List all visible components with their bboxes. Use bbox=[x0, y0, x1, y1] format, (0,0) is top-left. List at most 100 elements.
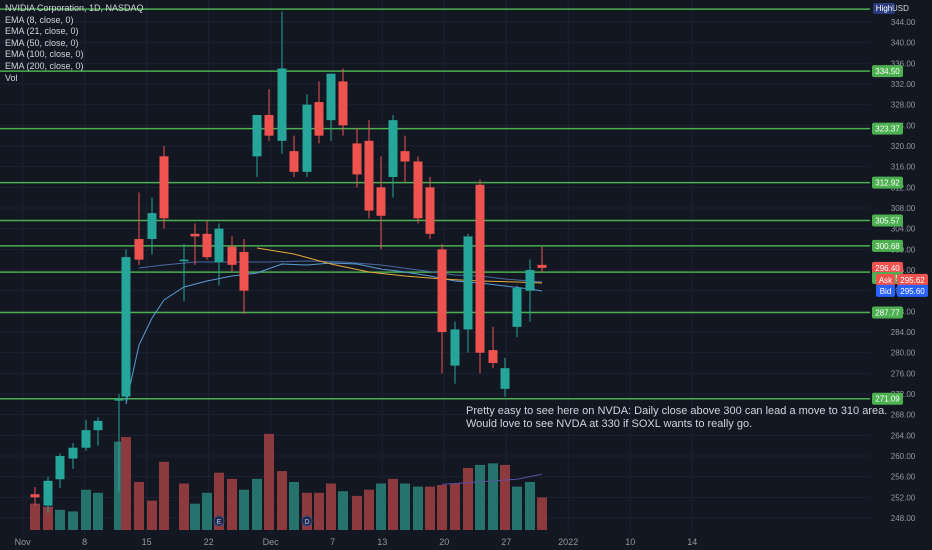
volume-bar bbox=[202, 492, 212, 530]
event-marker-label: D bbox=[304, 519, 309, 526]
volume-bar bbox=[376, 483, 386, 530]
price-tick-label: 324.00 bbox=[891, 121, 916, 130]
indicator-ema-200[interactable]: EMA (200, close, 0) bbox=[5, 60, 84, 71]
price-tick-label: 260.00 bbox=[891, 452, 916, 461]
candle-bearish[interactable] bbox=[338, 81, 348, 126]
indicator-ema-8[interactable]: EMA (8, close, 0) bbox=[5, 14, 74, 25]
candle-bearish[interactable] bbox=[134, 239, 144, 260]
price-tick-label: 296.00 bbox=[891, 266, 916, 275]
volume-bar bbox=[388, 478, 398, 530]
time-tick-label: 20 bbox=[439, 537, 449, 547]
candle-bearish[interactable] bbox=[475, 184, 485, 353]
volume-bar bbox=[30, 503, 40, 530]
time-tick-label: 2022 bbox=[558, 537, 578, 547]
candle-bearish[interactable] bbox=[437, 249, 447, 332]
level-price-tag-label: 287.77 bbox=[875, 309, 900, 318]
candle-bearish[interactable] bbox=[227, 246, 237, 265]
volume-bar bbox=[500, 464, 510, 530]
candle-bullish[interactable] bbox=[252, 115, 262, 157]
currency-label[interactable]: USD bbox=[892, 4, 909, 13]
price-tick-label: 308.00 bbox=[891, 204, 916, 213]
ema-21-line bbox=[138, 260, 543, 283]
price-tick-label: 316.00 bbox=[891, 163, 916, 172]
candle-bearish[interactable] bbox=[289, 151, 299, 172]
time-tick-label: 10 bbox=[625, 537, 635, 547]
indicator-ema-100[interactable]: EMA (100, close, 0) bbox=[5, 49, 84, 60]
candle-bullish[interactable] bbox=[214, 228, 224, 263]
candle-bullish[interactable] bbox=[277, 68, 287, 141]
candle-bullish[interactable] bbox=[55, 456, 65, 480]
candle-bearish[interactable] bbox=[413, 161, 423, 219]
time-tick-label: Nov bbox=[15, 537, 32, 547]
candle-bearish[interactable] bbox=[352, 143, 362, 175]
volume-bar bbox=[338, 491, 348, 530]
candle-bullish[interactable] bbox=[512, 288, 522, 327]
candle-bullish[interactable] bbox=[388, 120, 398, 177]
volume-bar bbox=[437, 485, 447, 530]
candle-bearish[interactable] bbox=[400, 151, 410, 162]
candle-bullish[interactable] bbox=[43, 480, 53, 506]
level-price-tag bbox=[872, 239, 903, 252]
candle-bearish[interactable] bbox=[30, 494, 40, 498]
candle-bullish[interactable] bbox=[68, 447, 78, 459]
event-marker-icon[interactable] bbox=[301, 515, 313, 527]
price-tick-label: 276.00 bbox=[891, 369, 916, 378]
candle-bullish[interactable] bbox=[114, 399, 124, 401]
volume-bar bbox=[239, 489, 249, 530]
price-tick-label: 312.00 bbox=[891, 183, 916, 192]
candle-bearish[interactable] bbox=[264, 115, 274, 136]
candle-bearish[interactable] bbox=[376, 187, 386, 216]
price-tick-label: 336.00 bbox=[891, 59, 916, 68]
candle-bullish[interactable] bbox=[302, 104, 312, 172]
candle-bearish[interactable] bbox=[425, 187, 435, 234]
volume-bar bbox=[147, 500, 157, 530]
price-tick-label: 344.00 bbox=[891, 18, 916, 27]
event-marker-icon[interactable] bbox=[213, 515, 225, 527]
candle-bearish[interactable] bbox=[239, 251, 249, 291]
time-tick-label: 15 bbox=[142, 537, 152, 547]
level-price-tag bbox=[872, 214, 903, 227]
chart-legend: NVIDIA Corporation, 1D, NASDAQ EMA (8, c… bbox=[5, 3, 144, 84]
candle-bearish[interactable] bbox=[364, 140, 374, 211]
bid-tag-value-box bbox=[897, 284, 928, 297]
volume-bar bbox=[450, 483, 460, 530]
volume-bar bbox=[227, 478, 237, 530]
volume-bar bbox=[277, 471, 287, 530]
volume-bar bbox=[352, 495, 362, 530]
candle-bullish[interactable] bbox=[81, 430, 91, 448]
candle-bullish[interactable] bbox=[525, 270, 535, 291]
candle-bullish[interactable] bbox=[450, 329, 460, 366]
volume-bar bbox=[179, 483, 189, 530]
time-tick-label: 7 bbox=[330, 537, 335, 547]
level-price-tag bbox=[872, 65, 903, 78]
volume-bar bbox=[190, 503, 200, 530]
level-price-tag-label: 305.57 bbox=[875, 217, 900, 226]
candle-bullish[interactable] bbox=[93, 420, 103, 431]
indicator-ema-21[interactable]: EMA (21, close, 0) bbox=[5, 26, 79, 37]
candle-bullish[interactable] bbox=[326, 73, 336, 121]
candle-bullish[interactable] bbox=[147, 213, 157, 239]
volume-bar bbox=[264, 433, 274, 530]
indicator-volume[interactable]: Vol bbox=[5, 72, 18, 83]
candle-bullish[interactable] bbox=[179, 259, 189, 262]
price-tick-label: 264.00 bbox=[891, 431, 916, 440]
bid-tag-name-box bbox=[876, 284, 895, 297]
candle-bearish[interactable] bbox=[159, 156, 169, 219]
candle-bearish[interactable] bbox=[314, 102, 324, 136]
candle-bearish[interactable] bbox=[537, 264, 547, 268]
candle-bullish[interactable] bbox=[463, 236, 473, 330]
time-tick-label: 13 bbox=[377, 537, 387, 547]
time-tick-label: 8 bbox=[82, 537, 87, 547]
candle-bearish[interactable] bbox=[202, 233, 212, 258]
candle-bullish[interactable] bbox=[121, 257, 131, 397]
candle-bullish[interactable] bbox=[500, 368, 510, 389]
price-tick-label: 304.00 bbox=[891, 225, 916, 234]
volume-bar bbox=[512, 486, 522, 530]
event-marker-label: E bbox=[217, 519, 222, 526]
indicator-ema-50[interactable]: EMA (50, close, 0) bbox=[5, 37, 79, 48]
volume-bar bbox=[525, 481, 535, 530]
last-price-tag-label: 296.40 bbox=[875, 264, 900, 273]
candle-bearish[interactable] bbox=[190, 233, 200, 237]
candle-bearish[interactable] bbox=[488, 350, 498, 363]
